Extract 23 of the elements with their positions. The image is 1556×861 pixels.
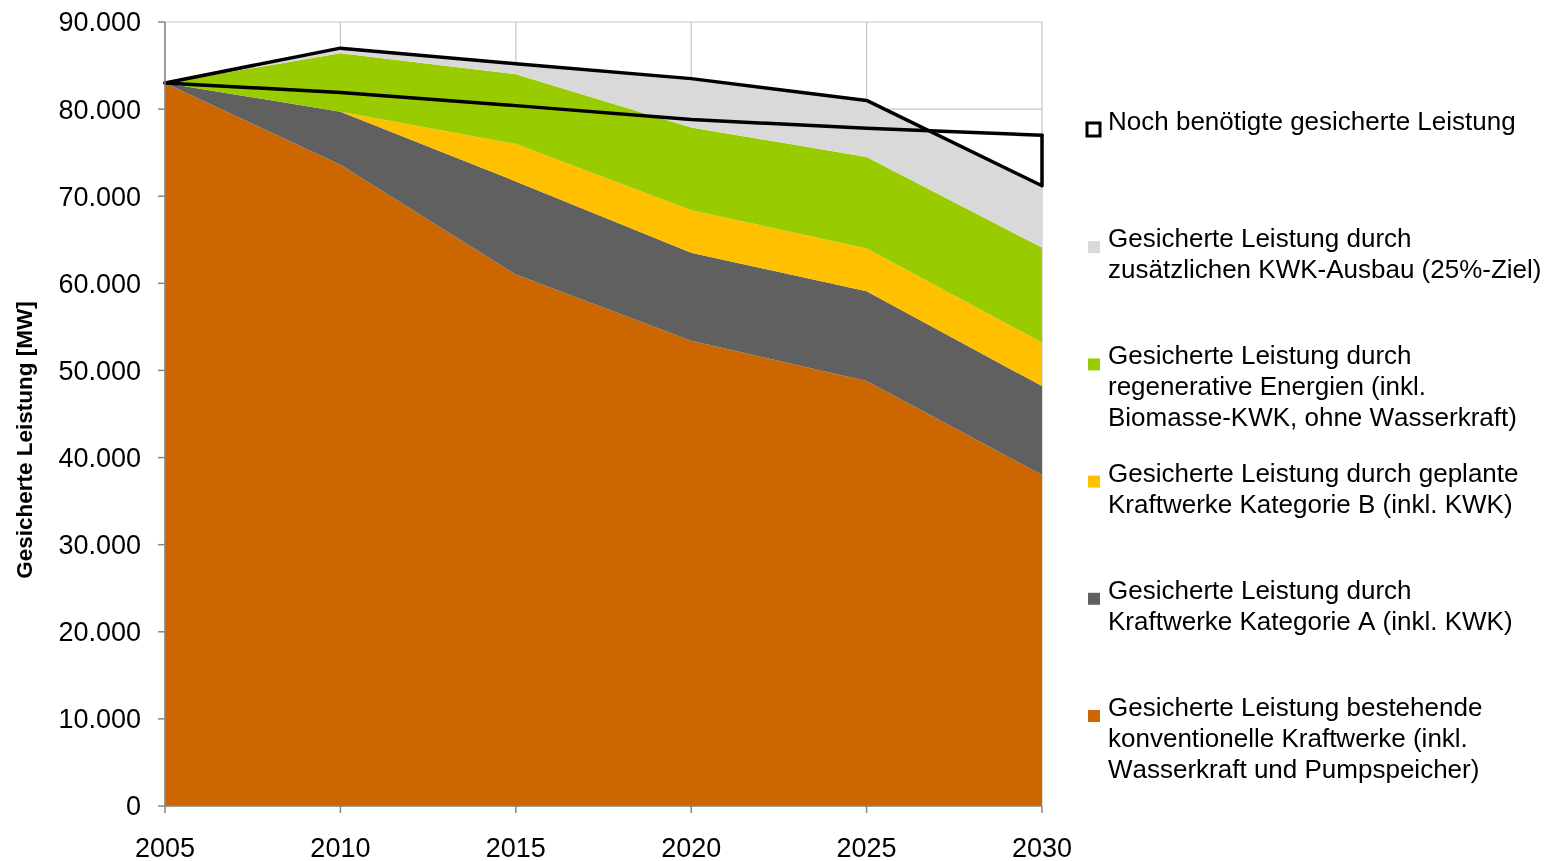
y-tick-label: 50.000 (58, 355, 141, 386)
y-tick-label: 90.000 (58, 7, 141, 38)
legend-label: Gesicherte Leistung durch Kraftwerke Kategorie A (inkl. KWK) (1108, 574, 1513, 636)
x-tick-label: 2010 (310, 833, 371, 861)
x-tick-label: 2025 (836, 833, 897, 861)
legend-label: Gesicherte Leistung durch regenerative Energien (inkl. Biomasse-KWK, ohne Wasserkraft) (1108, 340, 1517, 433)
y-tick-label: 70.000 (58, 181, 141, 212)
legend-label: Noch benötigte gesicherte Leistung (1108, 106, 1516, 136)
x-tick-label: 2015 (485, 833, 546, 861)
legend-label: Gesicherte Leistung durch geplante Kraftwerke Kategorie B (inkl. KWK) (1108, 457, 1526, 519)
y-tick-label: 40.000 (58, 443, 141, 474)
y-tick-label: 10.000 (58, 704, 141, 735)
x-tick-label: 2005 (134, 833, 196, 861)
y-tick-label: 80.000 (58, 94, 141, 125)
y-tick-label: 60.000 (58, 268, 141, 299)
x-tick-label: 2020 (661, 833, 722, 861)
y-tick-label: 20.000 (58, 617, 141, 648)
x-tick-label: 2030 (1011, 833, 1073, 861)
legend-label: Gesicherte Leistung durch zusätzlichen KWK-Ausbau (25%-Ziel) (1108, 223, 1542, 285)
y-axis-title: Gesicherte Leistung [MW] (11, 301, 37, 579)
legend-label: Gesicherte Leistung bestehende konventionelle Kraftwerke (inkl. Wasserkraft und Pumpspeicher) (1108, 692, 1490, 784)
y-tick-label: 0 (125, 791, 141, 822)
y-tick-label: 30.000 (58, 530, 141, 561)
